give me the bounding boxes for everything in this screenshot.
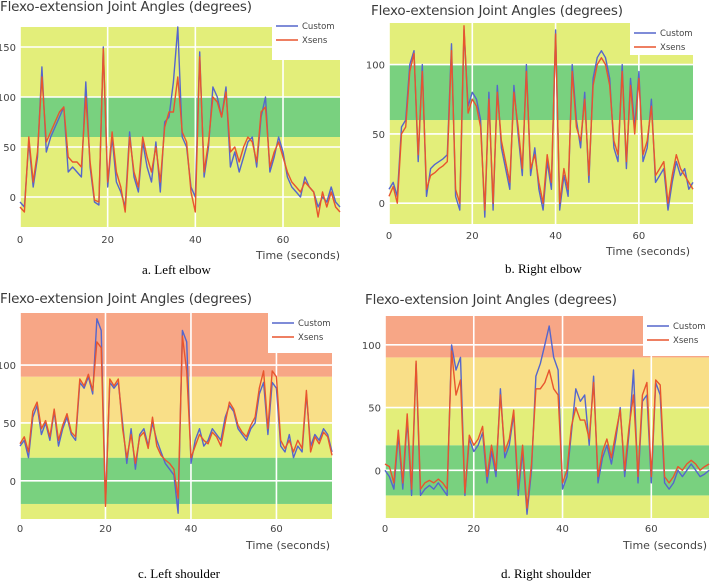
legend-background: [630, 23, 694, 55]
chart-caption: d. Right shoulder: [501, 566, 591, 581]
x-tick-label: 40: [189, 235, 202, 246]
y-tick-label: 150: [0, 43, 16, 54]
x-tick-label: 20: [99, 524, 112, 535]
zone-band: [20, 376, 332, 423]
legend-label-custom: Custom: [302, 22, 335, 32]
legend-label-custom: Custom: [673, 322, 706, 332]
y-tick-label: 50: [372, 130, 385, 141]
y-tick-label: 0: [379, 199, 385, 210]
chart-title: Flexo-extension Joint Angles (degrees): [0, 291, 252, 307]
x-tick-label: 0: [382, 524, 388, 535]
legend-label-custom: Custom: [298, 319, 331, 329]
x-tick-label: 60: [270, 524, 283, 535]
zone-band: [20, 137, 340, 227]
series-line-xsens: [388, 25, 694, 211]
chart-title: Flexo-extension Joint Angles (degrees): [0, 0, 252, 15]
x-tick-label: 0: [386, 231, 392, 242]
zone-band: [20, 503, 332, 519]
x-tick-label: 40: [549, 231, 562, 242]
legend-background: [272, 16, 344, 60]
legend-label-xsens: Xsens: [673, 336, 699, 346]
legend-label-xsens: Xsens: [302, 36, 328, 46]
chart-title: Flexo-extension Joint Angles (degrees): [371, 3, 623, 19]
x-tick-label: 40: [185, 524, 198, 535]
x-tick-label: 0: [17, 235, 23, 246]
legend-background: [643, 316, 713, 356]
y-tick-label: 0: [10, 477, 16, 488]
legend-label-xsens: Xsens: [298, 333, 324, 343]
chart-caption: a. Left elbow: [142, 262, 211, 277]
y-tick-label: 0: [10, 193, 16, 204]
legend: Custom Xsens: [268, 313, 332, 353]
chart-caption: b. Right elbow: [505, 261, 582, 276]
x-tick-label: 20: [101, 235, 114, 246]
y-tick-label: 100: [362, 341, 381, 352]
x-tick-label: 40: [556, 524, 569, 535]
x-axis-label: Time (seconds): [622, 539, 707, 552]
y-tick-label: 50: [3, 419, 16, 430]
x-tick-label: 0: [17, 524, 23, 535]
x-tick-label: 60: [277, 235, 290, 246]
zone-band: [385, 495, 709, 518]
legend-label-custom: Custom: [660, 29, 693, 39]
chart-caption: c. Left shoulder: [138, 566, 220, 581]
legend-background: [268, 313, 332, 353]
chart-title: Flexo-extension Joint Angles (degrees): [365, 292, 617, 308]
zone-band: [389, 64, 693, 121]
zone-band: [385, 407, 709, 446]
x-axis-label: Time (seconds): [245, 539, 330, 552]
x-tick-label: 60: [632, 231, 645, 242]
series-line-xsens: [19, 48, 341, 218]
x-tick-label: 20: [466, 231, 479, 242]
y-tick-label: 50: [3, 143, 16, 154]
legend: Custom Xsens: [643, 316, 713, 356]
y-tick-label: 0: [375, 466, 381, 477]
series-line-custom: [19, 26, 341, 208]
series-line-xsens: [384, 350, 710, 509]
x-axis-label: Time (seconds): [255, 249, 340, 262]
series-line-xsens: [19, 335, 333, 507]
x-axis-label: Time (seconds): [605, 245, 690, 258]
x-tick-label: 60: [645, 524, 658, 535]
x-tick-label: 20: [467, 524, 480, 535]
legend: Custom Xsens: [272, 16, 344, 60]
legend: Custom Xsens: [630, 23, 694, 55]
y-tick-label: 100: [366, 61, 385, 72]
y-tick-label: 50: [368, 404, 381, 415]
y-tick-label: 100: [0, 93, 16, 104]
y-tick-label: 100: [0, 361, 16, 372]
legend-label-xsens: Xsens: [660, 43, 686, 53]
